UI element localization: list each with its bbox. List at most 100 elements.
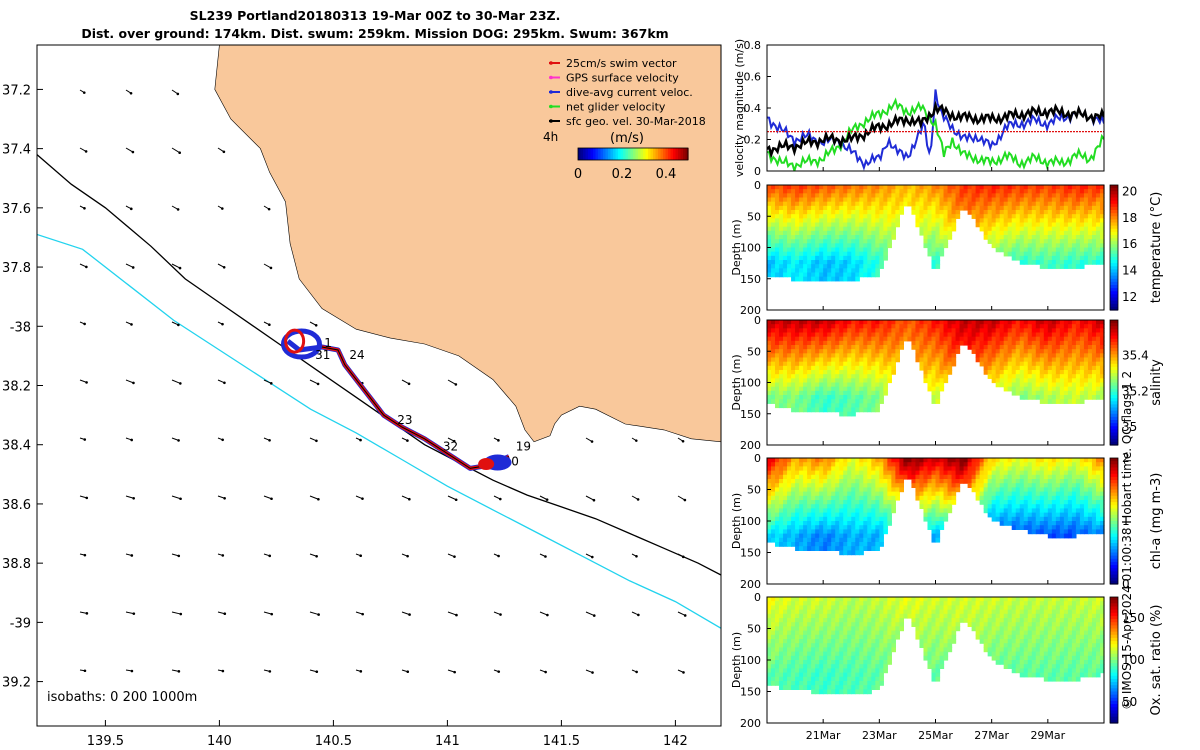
heatmap-cell xyxy=(1083,353,1089,359)
heatmap-cell xyxy=(911,205,917,211)
heatmap-cell xyxy=(859,357,864,363)
heatmap-cell xyxy=(875,185,880,190)
heatmap-cell xyxy=(771,395,776,400)
heatmap-cell xyxy=(883,353,888,359)
heatmap-cell xyxy=(819,320,824,325)
heatmap-cell xyxy=(807,537,812,543)
heatmap-cell xyxy=(963,193,969,199)
heatmap-cell xyxy=(1003,320,1009,325)
heatmap-cell xyxy=(855,403,860,409)
geo-vel-arrow xyxy=(217,205,223,209)
salinity-colorbar-segment xyxy=(1110,404,1118,409)
heatmap-cell xyxy=(883,349,888,354)
heatmap-cell xyxy=(1043,260,1049,265)
temperature-heatmap xyxy=(767,185,1105,282)
heatmap-cell xyxy=(879,386,884,392)
heatmap-cell xyxy=(891,210,896,215)
heatmap-cell xyxy=(1035,512,1041,518)
heatmap-cell xyxy=(1095,336,1101,342)
heatmap-cell xyxy=(803,357,808,363)
heatmap-cell xyxy=(999,328,1005,334)
colorbar-frame xyxy=(577,147,689,161)
heatmap-cell xyxy=(935,470,941,476)
heatmap-cell xyxy=(1031,201,1037,207)
heatmap-cell xyxy=(1075,390,1081,396)
heatmap-cell xyxy=(767,378,772,384)
heatmap-cell xyxy=(843,378,848,384)
heatmap-cell xyxy=(1063,512,1069,518)
geo-vel-arrowhead xyxy=(681,555,685,559)
heatmap-cell xyxy=(871,197,876,203)
heatmap-cell xyxy=(775,235,780,240)
heatmap-cell xyxy=(1043,264,1049,269)
heatmap-cell xyxy=(1035,332,1041,338)
heatmap-cell xyxy=(811,516,816,522)
heatmap-cell xyxy=(851,193,856,199)
heatmap-cell xyxy=(839,382,844,388)
velocity-y-tick-label: 0.2 xyxy=(744,134,762,147)
heatmap-cell xyxy=(811,382,816,388)
heatmap-cell xyxy=(931,201,937,207)
heatmap-cell xyxy=(1003,332,1009,338)
heatmap-cell xyxy=(1099,251,1105,257)
heatmap-cell xyxy=(775,210,780,215)
heatmap-cell xyxy=(1035,462,1041,467)
heatmap-cell xyxy=(1023,349,1029,354)
heatmap-cell xyxy=(883,361,888,367)
heatmap-cell xyxy=(819,345,824,350)
heatmap-cell xyxy=(851,466,856,472)
heatmap-cell xyxy=(767,399,772,404)
heatmap-cell xyxy=(807,201,812,207)
heatmap-cell xyxy=(1079,361,1085,367)
heatmap-cell xyxy=(995,214,1001,219)
heatmap-cell xyxy=(911,340,917,346)
heatmap-cell xyxy=(771,230,776,236)
heatmap-cell xyxy=(1031,479,1037,484)
heatmap-cell xyxy=(771,597,776,602)
heatmap-cell xyxy=(791,340,796,346)
heatmap-cell xyxy=(1051,210,1057,215)
heatmap-cell xyxy=(867,328,872,334)
heatmap-cell xyxy=(791,218,796,224)
heatmap-cell xyxy=(923,189,929,194)
heatmap-cell xyxy=(991,374,997,379)
colorbar-segment xyxy=(663,148,667,160)
heatmap-cell xyxy=(859,546,864,551)
heatmap-cell xyxy=(939,382,945,388)
heatmap-cell xyxy=(819,378,824,384)
heatmap-cell xyxy=(1079,255,1085,261)
heatmap-cell xyxy=(939,230,945,236)
heatmap-cell xyxy=(879,349,884,354)
colorbar-segment xyxy=(625,148,629,160)
heatmap-cell xyxy=(795,470,800,476)
heatmap-cell xyxy=(1023,260,1029,265)
heatmap-cell xyxy=(867,395,872,400)
heatmap-cell xyxy=(919,201,925,207)
temperature-colorbar-segment xyxy=(1110,297,1118,302)
heatmap-cell xyxy=(979,353,985,359)
heatmap-cell xyxy=(791,185,796,190)
heatmap-cell xyxy=(879,189,884,194)
heatmap-cell xyxy=(799,201,804,207)
heatmap-cell xyxy=(855,210,860,215)
heatmap-cell xyxy=(1083,512,1089,518)
heatmap-cell xyxy=(1031,235,1037,240)
heatmap-cell xyxy=(963,479,969,484)
heatmap-cell xyxy=(799,479,804,484)
geo-vel-arrow xyxy=(539,669,546,673)
heatmap-cell xyxy=(951,479,957,484)
heatmap-cell xyxy=(863,185,868,190)
heatmap-cell xyxy=(787,272,792,278)
heatmap-cell xyxy=(835,483,840,488)
heatmap-cell xyxy=(815,500,820,505)
heatmap-cell xyxy=(811,512,816,518)
heatmap-cell xyxy=(767,357,772,363)
heatmap-cell xyxy=(799,546,804,551)
heatmap-cell xyxy=(1019,390,1025,396)
heatmap-cell xyxy=(843,487,848,493)
heatmap-cell xyxy=(859,243,864,249)
heatmap-cell xyxy=(923,226,929,232)
heatmap-cell xyxy=(999,353,1005,359)
geo-vel-arrowhead xyxy=(315,554,318,558)
heatmap-cell xyxy=(811,328,816,334)
